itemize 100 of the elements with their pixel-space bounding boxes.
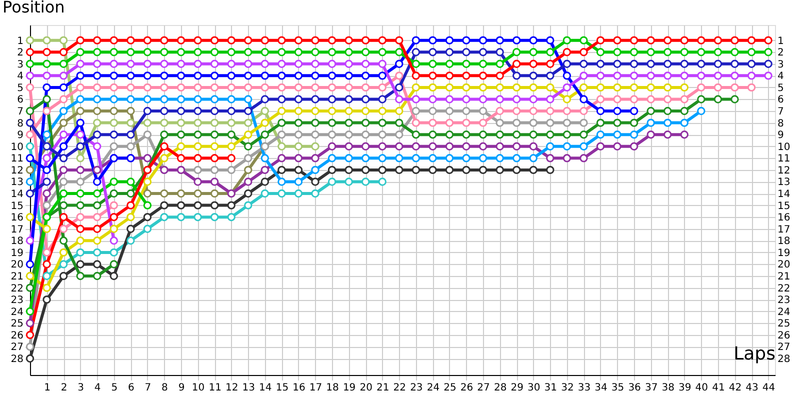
point <box>160 212 168 222</box>
point <box>562 48 572 56</box>
y2-tick-label: 22 <box>778 283 790 294</box>
point <box>445 130 454 139</box>
point <box>512 106 521 116</box>
point <box>260 178 270 186</box>
point <box>328 48 336 56</box>
point <box>344 48 353 56</box>
point <box>428 60 437 68</box>
point <box>496 130 504 139</box>
point <box>344 130 353 139</box>
x-tick-label: 36 <box>628 382 641 394</box>
point <box>478 36 488 44</box>
point <box>664 72 672 80</box>
point <box>143 60 152 68</box>
point <box>445 106 454 116</box>
point <box>110 106 118 116</box>
point <box>344 36 353 44</box>
y2-tick-label: 21 <box>778 272 790 283</box>
point <box>42 36 51 44</box>
point <box>680 95 688 104</box>
point <box>344 95 353 104</box>
point <box>730 95 739 104</box>
point <box>110 189 118 198</box>
y2-tick-label: 2 <box>778 48 784 59</box>
point <box>412 48 420 56</box>
point <box>311 118 320 127</box>
point <box>42 60 51 68</box>
point <box>244 106 252 116</box>
point <box>194 154 202 162</box>
point <box>512 95 521 104</box>
x-tick-label: 40 <box>695 382 708 394</box>
point <box>126 189 135 198</box>
point <box>478 72 488 80</box>
point <box>278 106 286 116</box>
point <box>395 166 404 174</box>
point <box>227 201 236 210</box>
point <box>311 154 320 162</box>
x-tick-label: 16 <box>292 382 306 394</box>
point <box>730 72 739 80</box>
point <box>76 106 84 116</box>
point <box>76 48 84 56</box>
y2-tick-label: 11 <box>778 154 790 165</box>
y-tick-label: 20 <box>10 260 24 271</box>
point <box>42 260 51 268</box>
point <box>59 224 68 233</box>
x-tick-label: 11 <box>208 382 222 394</box>
point <box>328 36 336 44</box>
y-tick-label: 17 <box>10 224 24 236</box>
point <box>697 60 706 68</box>
point <box>428 36 437 44</box>
point <box>93 36 102 44</box>
point <box>42 154 51 162</box>
point <box>580 48 588 56</box>
point <box>244 95 252 104</box>
point <box>93 236 102 245</box>
point <box>496 154 504 162</box>
y2-tick-label: 6 <box>778 94 784 106</box>
point <box>42 178 51 186</box>
y-tick-label: 16 <box>10 212 24 224</box>
point <box>311 178 320 186</box>
x-tick-label: 35 <box>611 382 624 394</box>
point <box>194 130 202 139</box>
point <box>546 130 554 139</box>
point <box>93 178 102 186</box>
point <box>580 130 588 139</box>
point <box>664 83 672 92</box>
point <box>59 36 68 44</box>
point <box>93 48 102 56</box>
point <box>244 130 252 139</box>
point <box>328 166 336 174</box>
point <box>697 72 706 80</box>
point <box>210 142 219 150</box>
point <box>76 142 84 150</box>
point <box>311 189 320 198</box>
point <box>176 48 186 56</box>
point <box>596 118 605 127</box>
point <box>126 60 135 68</box>
point <box>244 83 252 92</box>
point <box>529 83 538 92</box>
point <box>210 106 219 116</box>
point <box>478 166 488 174</box>
point <box>496 48 504 56</box>
point <box>580 60 588 68</box>
y-tick-label: 27 <box>10 342 24 354</box>
point <box>596 106 605 116</box>
x-tick-label: 19 <box>342 382 356 394</box>
point <box>496 83 504 92</box>
point <box>596 36 605 44</box>
point <box>478 130 488 139</box>
point <box>546 72 554 80</box>
point <box>160 189 168 198</box>
point <box>697 95 706 104</box>
point <box>596 72 605 80</box>
point <box>512 72 521 80</box>
point <box>143 212 152 222</box>
point <box>278 60 286 68</box>
point <box>378 95 386 104</box>
point <box>278 95 286 104</box>
point <box>328 60 336 68</box>
